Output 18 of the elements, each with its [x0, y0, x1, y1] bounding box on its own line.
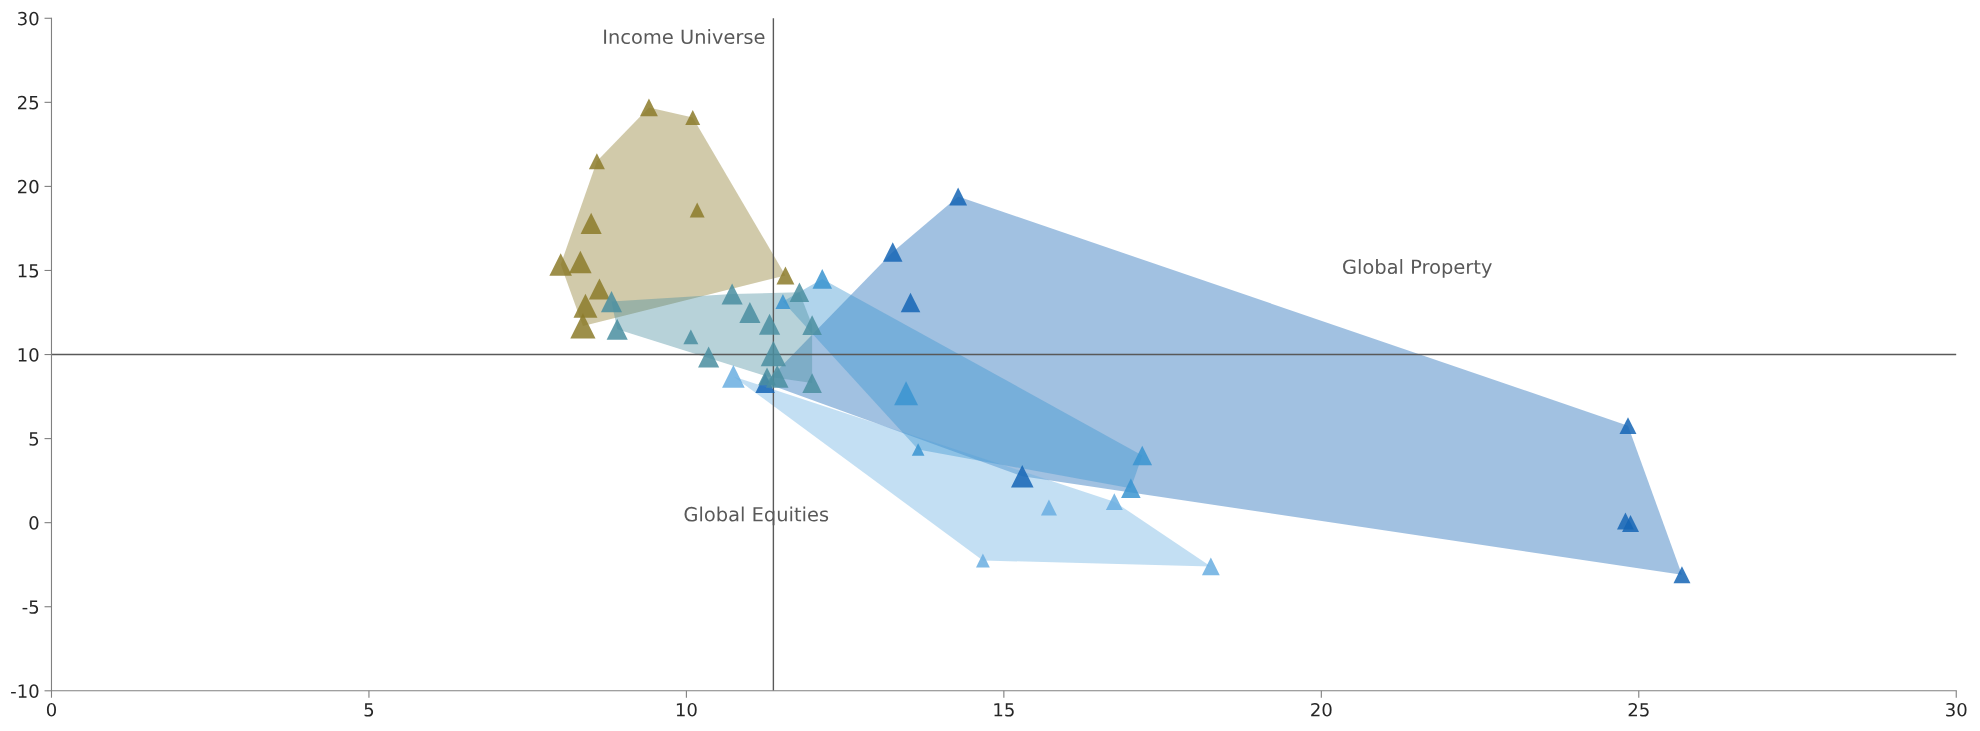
- y-tick-label: 20: [18, 179, 39, 194]
- x-tick-label: 10: [676, 702, 697, 717]
- x-tick-label: 15: [994, 703, 1014, 717]
- annotation: Income Universe: [604, 29, 765, 45]
- x-tick-label: 0: [46, 702, 57, 717]
- y-tick-label: 15: [18, 264, 39, 278]
- annotation: Global Property: [1343, 259, 1492, 278]
- y-tick-label: 25: [18, 95, 39, 110]
- y-tick-label: 10: [18, 347, 39, 362]
- y-tick-label: 0: [29, 516, 39, 530]
- x-tick-label: 25: [1628, 702, 1649, 717]
- x-tick-label: 30: [1946, 702, 1967, 717]
- x-tick-label: 5: [364, 703, 374, 717]
- y-tick-label: 30: [18, 11, 39, 26]
- y-tick-label: -10: [11, 684, 39, 698]
- y-tick-label: 5: [29, 432, 39, 446]
- x-tick-label: 20: [1311, 702, 1332, 717]
- y-tick-label: -5: [22, 600, 39, 614]
